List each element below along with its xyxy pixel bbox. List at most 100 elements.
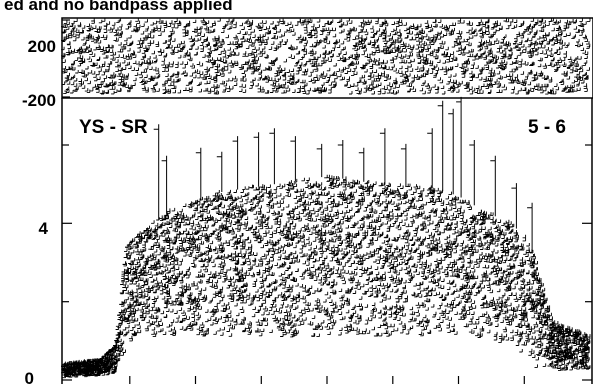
phase-point	[581, 29, 585, 33]
amplitude-point	[402, 222, 406, 226]
phase-point	[308, 78, 313, 83]
phase-point	[175, 64, 179, 69]
amplitude-point	[394, 246, 399, 251]
phase-point	[521, 44, 525, 48]
phase-point	[117, 87, 122, 92]
phase-point	[284, 29, 288, 33]
phase-point	[115, 27, 119, 31]
phase-point	[70, 75, 74, 80]
phase-point	[250, 82, 254, 86]
phase-point	[331, 71, 336, 75]
phase-point	[349, 54, 353, 58]
phase-point	[188, 35, 193, 40]
amplitude-point	[321, 257, 326, 262]
phase-point	[416, 38, 420, 42]
phase-point	[485, 53, 490, 57]
amplitude-point	[149, 307, 154, 312]
phase-point	[458, 47, 462, 52]
amplitude-point	[287, 224, 291, 228]
amplitude-point	[137, 231, 141, 235]
amplitude-point	[125, 275, 129, 279]
amplitude-point	[313, 277, 318, 282]
phase-point	[519, 39, 523, 44]
amplitude-point	[423, 201, 427, 206]
phase-point	[382, 64, 386, 69]
amplitude-point	[401, 323, 406, 327]
phase-point	[255, 23, 259, 27]
phase-point	[361, 44, 366, 49]
phase-point	[177, 54, 182, 59]
phase-point	[298, 62, 303, 66]
phase-point	[131, 67, 135, 71]
amplitude-point	[205, 244, 209, 249]
amplitude-point	[237, 250, 242, 254]
phase-point	[168, 77, 172, 82]
phase-point	[167, 76, 172, 80]
phase-point	[537, 57, 542, 62]
phase-point	[322, 23, 326, 28]
phase-point	[557, 39, 561, 43]
amplitude-point	[413, 268, 418, 273]
phase-point	[252, 34, 256, 38]
amplitude-point	[405, 331, 410, 335]
phase-point	[85, 72, 89, 76]
phase-point	[332, 33, 337, 38]
phase-point	[570, 66, 574, 71]
amplitude-point	[499, 241, 504, 246]
phase-point	[73, 87, 77, 91]
phase-point	[201, 33, 205, 37]
phase-point	[449, 58, 454, 62]
amplitude-point	[226, 240, 230, 244]
phase-point	[118, 42, 122, 46]
amplitude-point	[374, 237, 379, 241]
amplitude-point	[182, 203, 187, 207]
phase-point	[487, 49, 491, 53]
phase-point	[180, 45, 184, 49]
phase-point	[73, 83, 78, 87]
phase-point	[395, 20, 399, 25]
phase-point	[547, 89, 551, 93]
phase-point	[427, 51, 431, 56]
phase-point	[303, 51, 308, 55]
phase-point	[245, 45, 250, 50]
phase-point	[291, 55, 295, 59]
phase-point	[499, 50, 504, 54]
phase-point	[437, 59, 441, 64]
phase-point	[397, 32, 401, 36]
amplitude-point	[377, 245, 381, 249]
amplitude-point	[458, 252, 463, 256]
phase-point	[429, 70, 434, 74]
phase-point	[469, 90, 474, 95]
amplitude-point	[434, 261, 439, 266]
amplitude-point	[151, 220, 155, 224]
amplitude-point	[419, 197, 423, 201]
amplitude-point	[280, 207, 285, 211]
amplitude-point	[548, 312, 552, 317]
phase-point	[449, 22, 454, 27]
phase-point	[390, 90, 395, 94]
phase-point	[569, 69, 574, 74]
phase-point	[294, 22, 299, 26]
phase-point	[113, 32, 118, 37]
phase-point	[170, 61, 174, 65]
phase-point	[507, 22, 512, 27]
phase-point	[558, 29, 562, 33]
amplitude-point	[151, 327, 156, 331]
phase-point	[297, 19, 301, 23]
phase-point	[314, 74, 318, 78]
amplitude-point	[269, 234, 273, 239]
amplitude-point	[470, 316, 474, 320]
phase-point	[333, 72, 337, 77]
phase-point	[264, 90, 269, 94]
phase-point	[138, 71, 142, 76]
amplitude-point	[408, 186, 412, 191]
amplitude-point	[374, 266, 379, 270]
phase-point	[586, 67, 590, 71]
phase-point	[527, 48, 531, 53]
phase-point	[75, 70, 79, 74]
amplitude-point	[186, 221, 191, 225]
amplitude-point	[137, 270, 141, 274]
amplitude-points	[61, 96, 591, 379]
phase-point	[578, 22, 582, 26]
phase-point	[166, 44, 170, 49]
